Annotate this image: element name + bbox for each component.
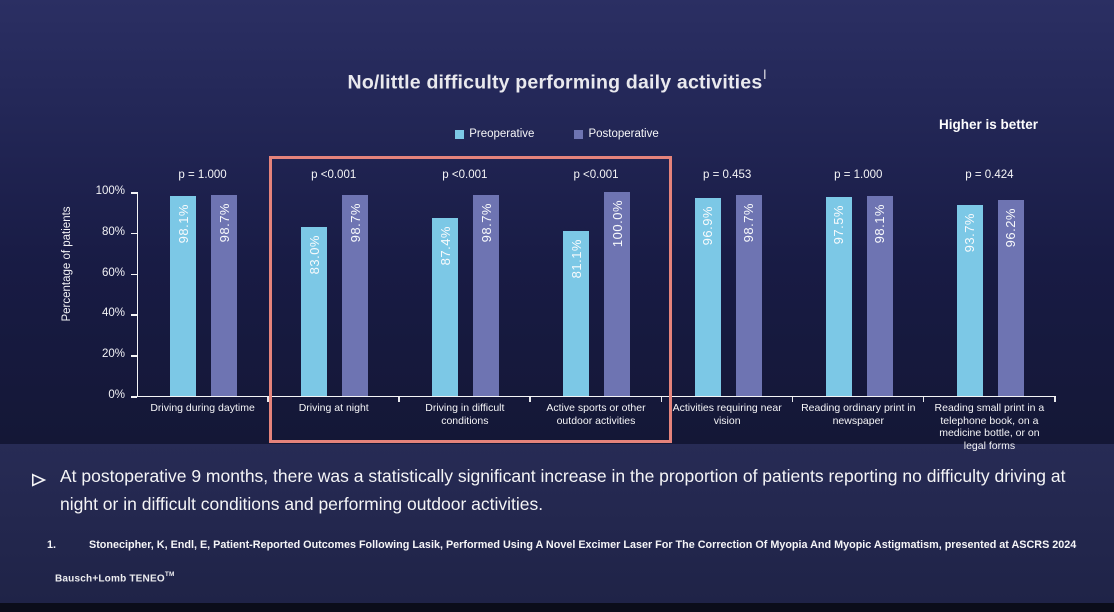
legend-label-preoperative: Preoperative bbox=[469, 128, 535, 140]
footnote-text: Stonecipher, K, Endl, E, Patient-Reporte… bbox=[89, 539, 1077, 551]
x-tick-mark-line bbox=[1054, 396, 1056, 402]
page-title-text: No/little difficulty performing daily ac… bbox=[347, 71, 763, 94]
bar-value-label: 98.7% bbox=[741, 202, 757, 243]
y-tick-label: 60% bbox=[101, 266, 125, 279]
bar-group: 98.1% 98.7% bbox=[138, 192, 269, 396]
brand-text: Bausch+Lomb TENEO bbox=[55, 573, 165, 585]
category-label: Reading ordinary print in newspaper bbox=[801, 402, 916, 427]
bar-group: 83.0% 98.7% bbox=[269, 192, 400, 396]
p-value-row: p = 1.000 p <0.001 p <0.001 p <0.001 p = 0.4… bbox=[137, 169, 1055, 181]
p-value-label: p = 1.000 bbox=[178, 169, 227, 181]
key-takeaway-text: At postoperative 9 months, there was a s… bbox=[60, 466, 1066, 514]
y-axis-title: Percentage of patients bbox=[61, 206, 73, 322]
bar-preoperative: 96.9% bbox=[694, 198, 721, 396]
bar-preoperative: 87.4% bbox=[432, 217, 459, 396]
bullet-arrow-icon bbox=[31, 468, 47, 496]
bar-value-label: 98.7% bbox=[347, 202, 363, 243]
x-tick-mark-line bbox=[398, 396, 400, 402]
bar-preoperative: 83.0% bbox=[301, 226, 328, 396]
bar-postoperative: 98.7% bbox=[735, 194, 762, 396]
bar-group: 96.9% 98.7% bbox=[663, 192, 794, 396]
x-tick-mark-line bbox=[922, 396, 925, 402]
bar-postoperative: 98.7% bbox=[211, 194, 238, 396]
bar-preoperative: 98.1% bbox=[170, 195, 197, 396]
y-tick-label: 20% bbox=[101, 348, 125, 361]
bottom-edge-strip bbox=[0, 603, 1114, 612]
bar-value-label: 87.4% bbox=[437, 225, 453, 266]
category-label: Activities requiring near vision bbox=[672, 402, 782, 427]
category-label: Reading small print in a telephone book,… bbox=[934, 402, 1045, 452]
y-tick-mark-line bbox=[131, 273, 137, 276]
bar-value-label: 98.7% bbox=[478, 202, 494, 243]
bar-postoperative: 98.7% bbox=[473, 194, 500, 396]
y-tick-mark-line bbox=[131, 232, 137, 235]
bar-preoperative: 93.7% bbox=[956, 204, 983, 396]
y-tick-mark-line bbox=[131, 314, 137, 316]
x-tick-mark-line bbox=[267, 396, 269, 402]
bar-value-label: 81.1% bbox=[568, 238, 584, 278]
bar-value-label: 100.0% bbox=[609, 200, 625, 248]
title-footnote-marker: l bbox=[763, 67, 767, 82]
y-tick-mark-line bbox=[131, 355, 137, 357]
y-tick-label: 40% bbox=[101, 307, 125, 320]
citation-footnote: 1. Stonecipher, K, Endl, E, Patient-Repo… bbox=[47, 539, 1087, 551]
y-tick-mark-line bbox=[131, 192, 137, 194]
p-value-label: p = 0.453 bbox=[702, 169, 752, 181]
bar-preoperative: 97.5% bbox=[825, 197, 852, 396]
bar-value-label: 98.1% bbox=[872, 203, 888, 244]
text-section-background bbox=[0, 444, 1114, 604]
y-tick-mark-line bbox=[131, 396, 137, 398]
bar-value-label: 83.0% bbox=[306, 234, 322, 275]
bar-postoperative: 100.0% bbox=[604, 192, 631, 396]
postoperative-swatch-icon bbox=[574, 129, 584, 139]
x-axis-tick-marks bbox=[137, 396, 1056, 403]
y-tick-label: 0% bbox=[108, 389, 125, 401]
bar-value-label: 96.9% bbox=[700, 206, 716, 246]
y-axis-tick-labels: 0% 20% 40% 60% 80% 100% bbox=[75, 185, 129, 401]
brand-logo: Bausch+Lomb TENEOTM bbox=[55, 571, 175, 585]
page-title: No/little difficulty performing daily ac… bbox=[0, 67, 1114, 95]
legend-item-preoperative: Preoperative bbox=[455, 128, 534, 140]
bar-preoperative: 81.1% bbox=[563, 230, 590, 396]
y-tick-label: 100% bbox=[95, 185, 125, 197]
y-axis-tick-marks bbox=[131, 192, 137, 398]
bar-value-label: 97.5% bbox=[831, 205, 847, 245]
category-label-row: Driving during daytime Driving at night Dr… bbox=[137, 402, 1055, 452]
category-label: Active sports or other outdoor activitie… bbox=[546, 402, 646, 427]
higher-is-better-note: Higher is better bbox=[938, 117, 1038, 132]
key-takeaway-bullet: At postoperative 9 months, there was a s… bbox=[31, 462, 1093, 518]
x-tick-mark-line bbox=[660, 396, 663, 402]
x-tick-mark-line bbox=[791, 396, 794, 402]
p-value-label: p <0.001 bbox=[573, 169, 619, 181]
bar-group: 87.4% 98.7% bbox=[400, 192, 531, 396]
bar-postoperative: 98.1% bbox=[866, 195, 893, 396]
p-value-label: p <0.001 bbox=[442, 169, 488, 181]
bar-value-label: 93.7% bbox=[962, 212, 978, 253]
plot-area: 98.1% 98.7% 83.0% 98.7% 87.4% 98.7% 81.1% 100.0… bbox=[137, 192, 1056, 397]
p-value-label: p <0.001 bbox=[311, 169, 357, 181]
category-label: Driving in difficult conditions bbox=[425, 402, 505, 427]
p-value-label: p = 0.424 bbox=[965, 169, 1014, 181]
bar-postoperative: 96.2% bbox=[997, 199, 1024, 396]
category-label: Driving during daytime bbox=[150, 402, 255, 414]
bar-group: 81.1% 100.0% bbox=[531, 192, 662, 396]
legend-item-postoperative: Postoperative bbox=[574, 128, 659, 140]
footnote-number: 1. bbox=[47, 539, 57, 551]
bar-value-label: 98.7% bbox=[216, 202, 232, 243]
bar-group: 93.7% 96.2% bbox=[925, 192, 1056, 396]
x-tick-mark-line bbox=[529, 396, 531, 402]
category-label: Driving at night bbox=[298, 402, 369, 414]
bar-group: 97.5% 98.1% bbox=[794, 192, 925, 396]
bar-postoperative: 98.7% bbox=[342, 194, 369, 396]
y-tick-label: 80% bbox=[101, 225, 125, 238]
preoperative-swatch-icon bbox=[455, 129, 465, 139]
trademark-symbol: TM bbox=[164, 571, 175, 578]
bar-value-label: 98.1% bbox=[175, 203, 191, 244]
bar-value-label: 96.2% bbox=[1003, 207, 1019, 248]
legend-label-postoperative: Postoperative bbox=[588, 128, 659, 140]
chart-legend: Preoperative Postoperative bbox=[0, 128, 1114, 140]
p-value-label: p = 1.000 bbox=[834, 169, 883, 181]
